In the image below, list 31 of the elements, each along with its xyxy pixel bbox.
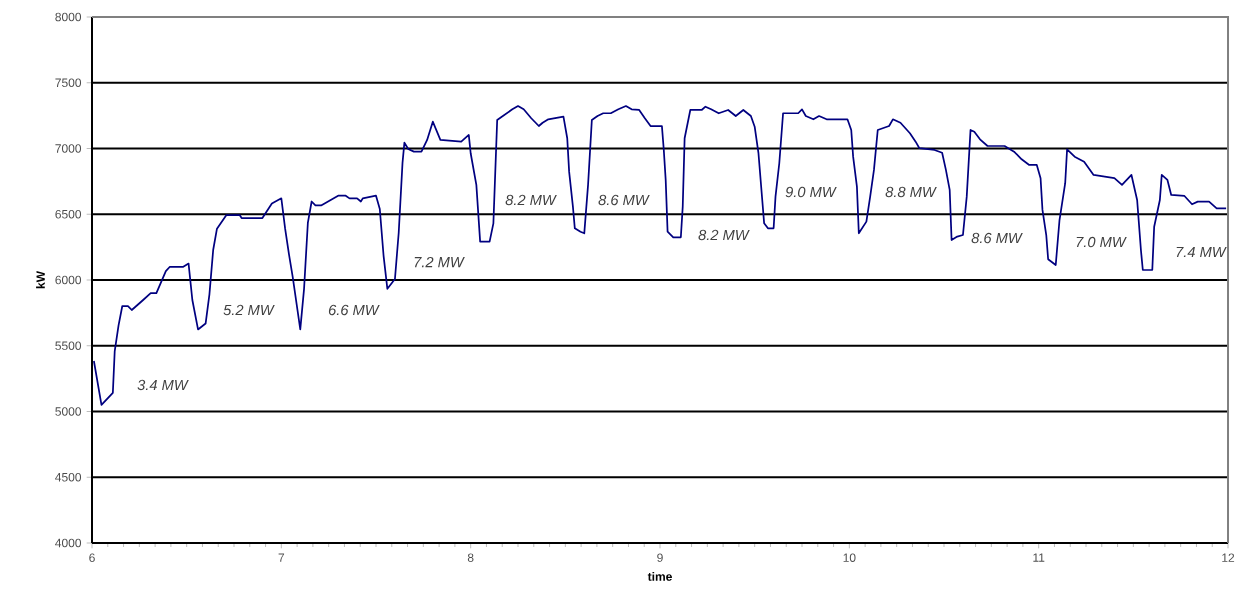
y-tick-label: 7000 xyxy=(55,144,82,153)
y-tick-label: 5500 xyxy=(55,341,82,351)
y-tick-label: 6000 xyxy=(55,275,82,285)
y-tick-label: 4500 xyxy=(55,472,82,482)
x-tick-label: 8 xyxy=(467,553,474,562)
x-tick-label: 11 xyxy=(1033,553,1045,562)
y-tick-label: 6500 xyxy=(55,210,82,219)
annotation: 7.0 MW xyxy=(1076,236,1127,248)
annotation: 8.2 MW xyxy=(698,229,750,241)
annotation: 7.4 MW xyxy=(1176,246,1227,258)
line-series xyxy=(93,105,1227,406)
y-tick-label: 8000 xyxy=(55,12,82,22)
y-axis-title: kW xyxy=(36,271,45,289)
annotation: 8.6 MW xyxy=(971,232,1023,244)
annotation: 9.0 MW xyxy=(785,186,837,198)
x-tick-label: 7 xyxy=(278,553,285,562)
x-tick-label: 6 xyxy=(89,553,95,562)
annotation: 5.2 MW xyxy=(223,304,275,316)
annotation: 6.6 MW xyxy=(328,304,380,316)
x-tick-label: 12 xyxy=(1222,553,1235,562)
x-axis-title: time xyxy=(647,572,672,581)
y-tick-label: 4000 xyxy=(55,538,82,548)
annotation: 7.2 MW xyxy=(414,256,465,268)
annotation: 8.2 MW xyxy=(505,194,557,206)
annotation: 3.4 MW xyxy=(137,379,189,391)
y-tick-label: 7500 xyxy=(55,78,82,88)
x-tick-label: 9 xyxy=(657,553,663,562)
y-tick-label: 5000 xyxy=(55,407,82,416)
annotation: 8.8 MW xyxy=(885,186,937,198)
x-tick-label: 10 xyxy=(843,553,856,562)
annotation: 8.6 MW xyxy=(598,194,650,206)
